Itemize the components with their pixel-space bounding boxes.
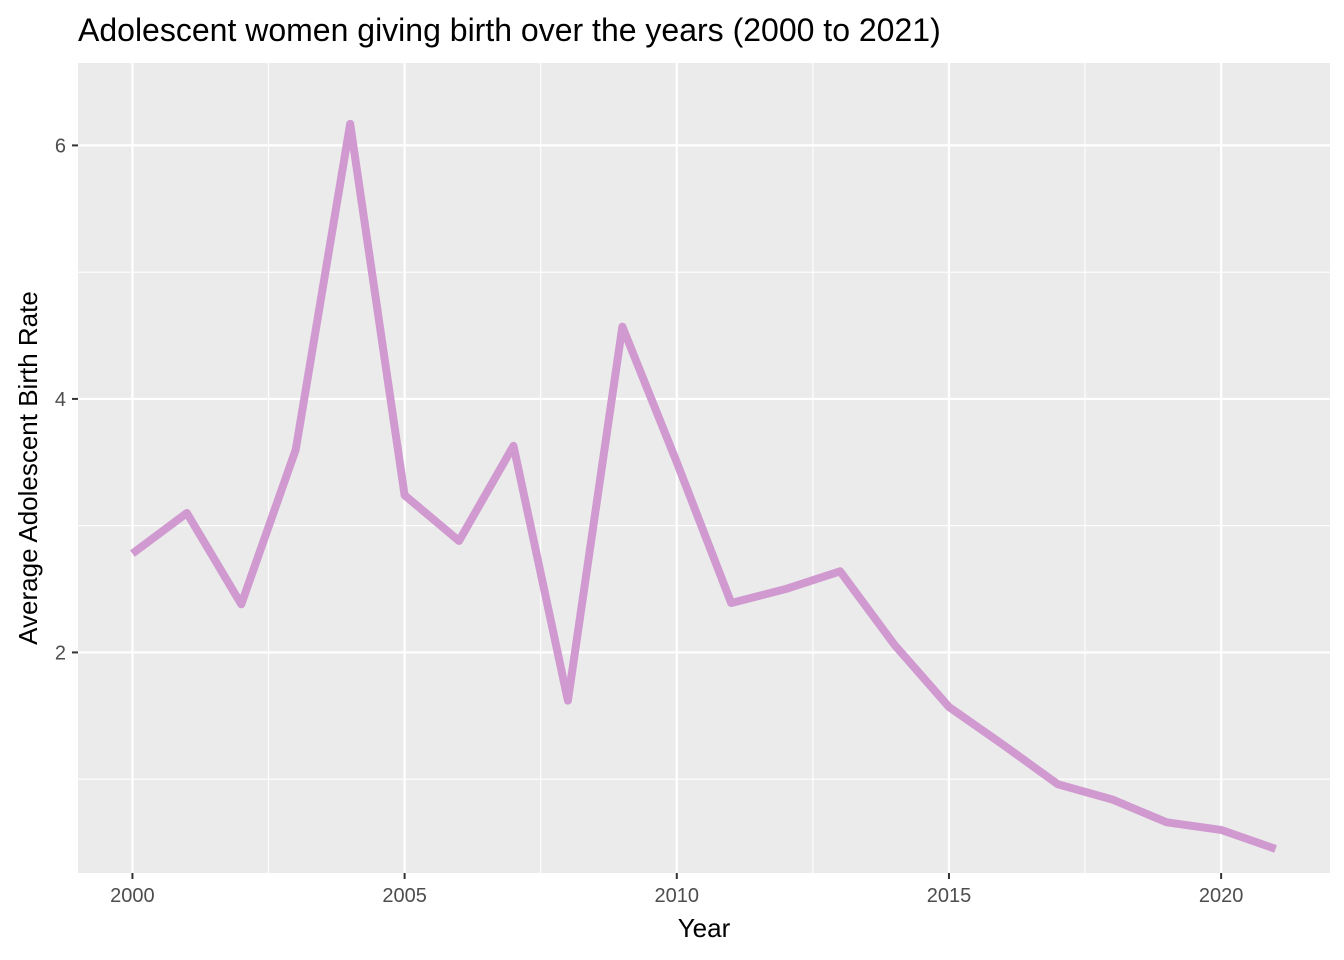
x-axis-title: Year — [678, 913, 731, 943]
series-layer — [130, 119, 1277, 853]
major-gridlines — [78, 63, 1330, 873]
x-tick-label: 2005 — [382, 885, 427, 907]
x-tick-label: 2000 — [110, 885, 155, 907]
y-tick-label: 4 — [55, 389, 66, 411]
x-tick-label: 2015 — [927, 885, 972, 907]
x-axis: 2000 2005 2010 2015 2020 — [110, 873, 1243, 907]
plot-panel — [78, 63, 1330, 873]
y-axis-title: Average Adolescent Birth Rate — [13, 291, 43, 645]
y-tick-label: 2 — [55, 642, 66, 664]
x-tick-label: 2020 — [1199, 885, 1244, 907]
y-tick-label: 6 — [55, 135, 66, 157]
series-line — [130, 119, 1277, 853]
chart-title: Adolescent women giving birth over the y… — [78, 12, 941, 48]
y-axis: 2 4 6 — [55, 135, 78, 664]
x-tick-label: 2010 — [655, 885, 700, 907]
